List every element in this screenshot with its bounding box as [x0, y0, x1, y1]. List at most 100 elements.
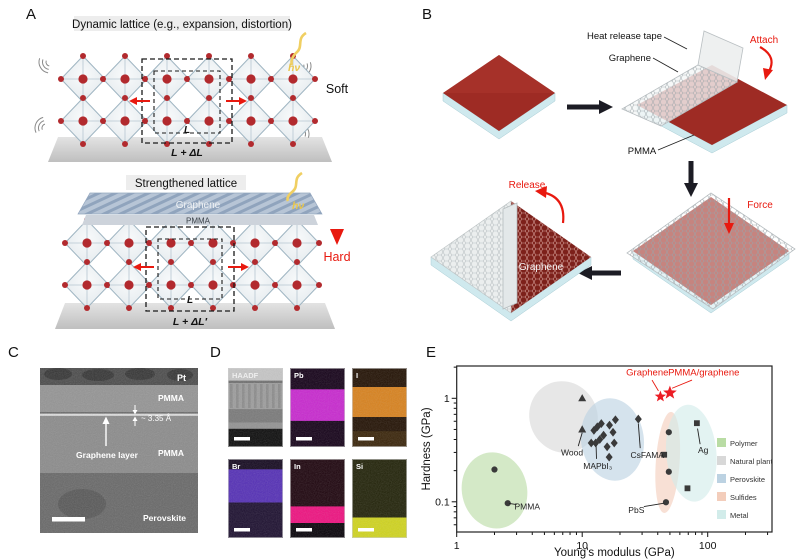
data-point-perovskite [593, 422, 601, 432]
plot-border [456, 365, 773, 533]
unit-cell-box-strengthened [145, 226, 235, 312]
force-arrow-head [724, 223, 734, 234]
region-perovskite [580, 398, 645, 481]
atom-dot [82, 238, 92, 248]
atom-dot [206, 53, 212, 59]
attach-label: Attach [750, 35, 778, 46]
lattice-constant-L-top: L [184, 125, 190, 136]
atom-dot [208, 238, 218, 248]
chart-legend: Polymer Natural plant Perovskite Sulfides Me… [717, 438, 773, 520]
step-arrow-2 [684, 161, 698, 197]
atom-dot [164, 95, 170, 101]
atom-dot [188, 282, 194, 288]
step-arrow-3 [578, 266, 621, 280]
atom-dot [248, 95, 254, 101]
scale-bar [358, 528, 374, 532]
atom-dot [80, 53, 86, 59]
atom-dot [166, 238, 176, 248]
substrate-top [48, 137, 332, 162]
atom-dot [206, 141, 212, 147]
atom-dot [78, 74, 88, 84]
soft-label: Soft [326, 82, 349, 96]
atom-dot [210, 259, 216, 265]
pmma-layer [82, 215, 318, 225]
atom-dot [120, 74, 130, 84]
data-point-perovskite [596, 435, 604, 444]
atom-dot [204, 116, 214, 126]
expansion-arrow-left-2-head [133, 263, 141, 271]
atom-dot [122, 53, 128, 59]
annotation-pmma-graphene: PMMA/graphene [668, 367, 739, 378]
atom-dot [294, 305, 300, 311]
data-point-csfama-crystal [661, 451, 668, 458]
atom-dot [246, 116, 256, 126]
atom-dot [100, 76, 106, 82]
annotation-leader [643, 502, 665, 507]
pmma-bottom-label: PMMA [158, 448, 184, 458]
legend-label: Natural plant [730, 457, 773, 466]
atom-dot [58, 118, 64, 124]
substrate-bottom [55, 303, 335, 329]
atom-dot [184, 76, 190, 82]
hard-label: Hard [323, 250, 350, 264]
atom-dot [124, 280, 134, 290]
atom-dot [166, 280, 176, 290]
data-point-perovskite [611, 415, 619, 425]
soft-hard-arrow-head [330, 229, 344, 245]
data-point-perovskite [634, 414, 642, 424]
atom-dot [292, 238, 302, 248]
pmma-on-substrate-slab [442, 55, 556, 140]
expansion-arrow-right-2-head [241, 263, 249, 271]
data-point-perovskite [609, 427, 617, 437]
graphene-leader [652, 57, 679, 73]
atom-dot [84, 259, 90, 265]
title-highlight [74, 16, 290, 31]
data-point-perovskite [590, 425, 598, 435]
attach-arrow-head [763, 68, 773, 80]
x-tick-label: 100 [699, 540, 717, 552]
atom-dot [168, 259, 174, 265]
vibration-arc-group [34, 116, 46, 133]
atom-dot [252, 305, 258, 311]
atom-dot [104, 240, 110, 246]
eds-map-label: HAADF [232, 371, 259, 380]
force-step-slab [626, 192, 796, 314]
image-grain [40, 368, 198, 533]
perovskite-label: Perovskite [143, 513, 186, 523]
panel-d-eds-maps: HAADF Pb I Br In Si [228, 368, 408, 538]
eds-map-label: I [356, 371, 358, 380]
region-metal [665, 404, 717, 502]
data-point-perovskite [587, 438, 595, 448]
atom-dot [312, 118, 318, 124]
release-label: Release [509, 180, 546, 191]
data-point-sulfides [665, 468, 672, 475]
atom-dot [146, 282, 152, 288]
atom-dot [122, 95, 128, 101]
annotation-mapbi-: MAPbI₃ [583, 461, 612, 471]
lattice-constant-L-bottom: L [187, 295, 193, 306]
peeled-tape-fold [502, 202, 518, 310]
legend-swatch [717, 456, 726, 465]
panel-a-label: A [26, 6, 37, 23]
atom-dot [272, 282, 278, 288]
eds-map-label: Pb [294, 371, 304, 380]
atom-dot [268, 76, 274, 82]
atom-dot [292, 280, 302, 290]
atom-dot [162, 116, 172, 126]
y-tick-label: 0.1 [435, 496, 450, 508]
panel-b-label: B [422, 6, 433, 23]
atom-dot [78, 116, 88, 126]
atom-dot [62, 282, 68, 288]
atom-dot [80, 95, 86, 101]
step-arrow-1 [567, 100, 613, 114]
annotation-graphene: Graphene [626, 367, 668, 378]
eds-map-in: In [290, 459, 345, 538]
atom-dot [248, 53, 254, 59]
eds-map-br: Br [228, 459, 283, 538]
lattice-bottom [62, 217, 322, 311]
scale-bar [52, 517, 85, 522]
heat-release-tape-sheet [621, 30, 744, 127]
region-polymer [461, 452, 528, 529]
annotation-leader [577, 432, 583, 447]
atom-dot [288, 74, 298, 84]
